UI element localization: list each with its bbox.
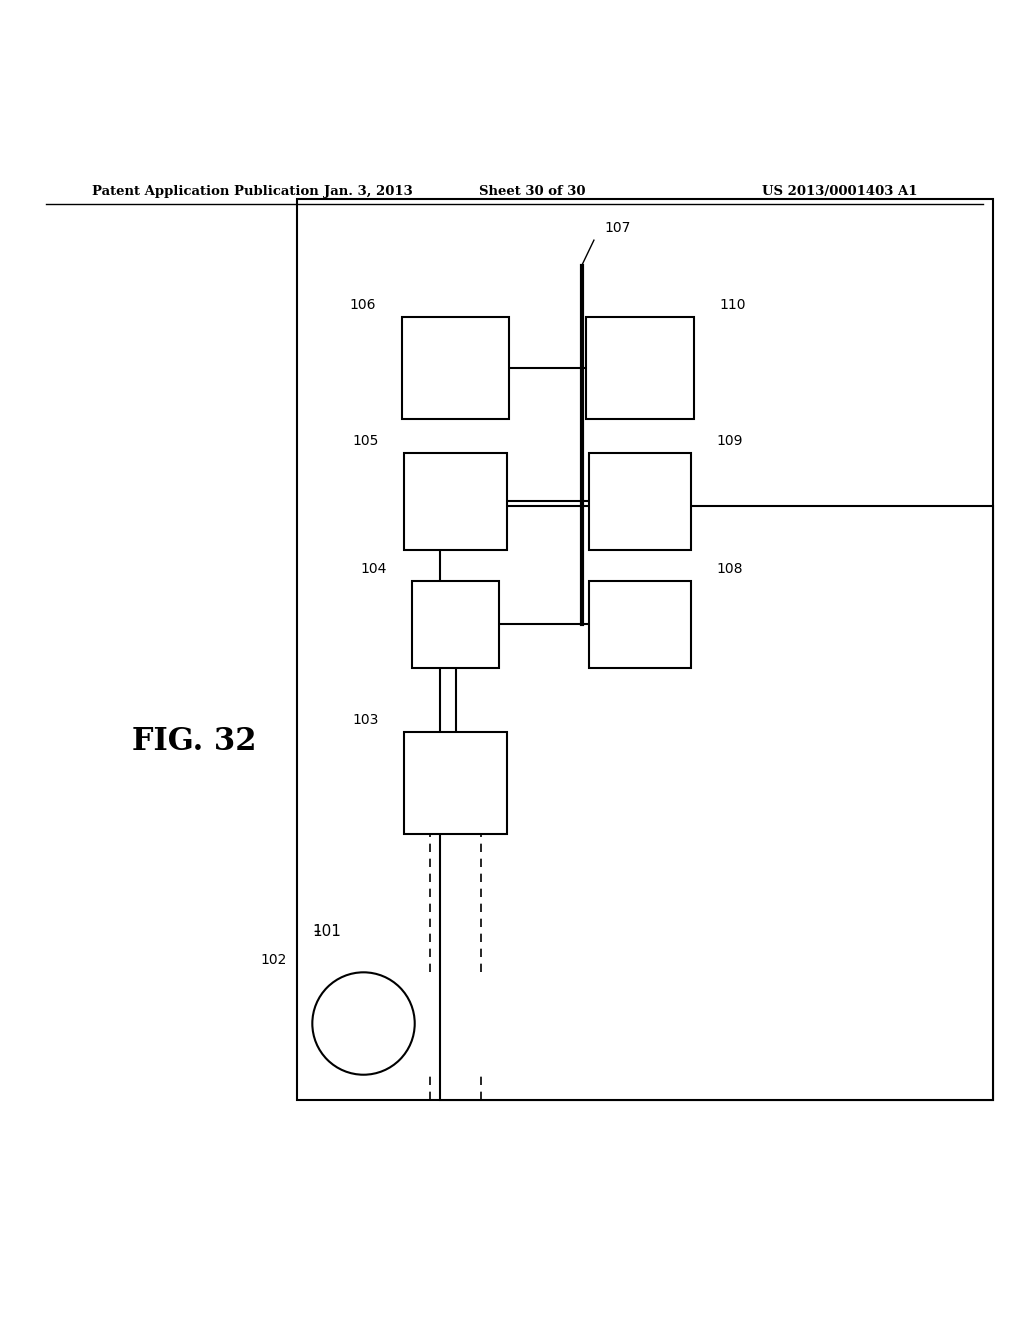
Text: 106: 106 — [350, 298, 377, 312]
Text: RECORDING
UNIT: RECORDING UNIT — [596, 487, 684, 516]
Text: 104: 104 — [360, 561, 387, 576]
Bar — [586, 317, 694, 420]
Text: Jan. 3, 2013: Jan. 3, 2013 — [325, 185, 413, 198]
Text: 101: 101 — [312, 924, 341, 939]
Text: DSP: DSP — [440, 618, 471, 631]
Text: 108: 108 — [717, 561, 743, 576]
Bar — [440, 507, 993, 1101]
Text: 109: 109 — [717, 433, 743, 447]
Ellipse shape — [312, 973, 415, 1074]
Bar — [297, 199, 993, 1101]
Bar — [589, 453, 691, 550]
Bar — [401, 317, 510, 420]
Text: OPTICAL
SYSTEM: OPTICAL SYSTEM — [332, 1008, 395, 1038]
Bar — [412, 581, 500, 668]
Text: POWER
SUPPLY
SYSTEM: POWER SUPPLY SYSTEM — [610, 346, 670, 391]
Bar — [589, 581, 691, 668]
Text: DISPLAY
UNIT: DISPLAY UNIT — [425, 487, 486, 516]
Bar — [404, 453, 507, 550]
Bar — [404, 731, 507, 834]
Text: IMAGING
ELEMENT: IMAGING ELEMENT — [421, 768, 490, 797]
Text: 107: 107 — [604, 220, 631, 235]
Text: FIG. 32: FIG. 32 — [132, 726, 257, 758]
Text: Sheet 30 of 30: Sheet 30 of 30 — [479, 185, 586, 198]
Text: OPERATION
SYSTEM: OPERATION SYSTEM — [413, 354, 499, 383]
Text: MEMORY: MEMORY — [607, 618, 673, 631]
Text: 110: 110 — [719, 298, 745, 312]
Text: 103: 103 — [352, 713, 379, 726]
Text: 105: 105 — [352, 433, 379, 447]
Text: Patent Application Publication: Patent Application Publication — [92, 185, 318, 198]
Text: 102: 102 — [260, 953, 287, 968]
Text: US 2013/0001403 A1: US 2013/0001403 A1 — [762, 185, 918, 198]
